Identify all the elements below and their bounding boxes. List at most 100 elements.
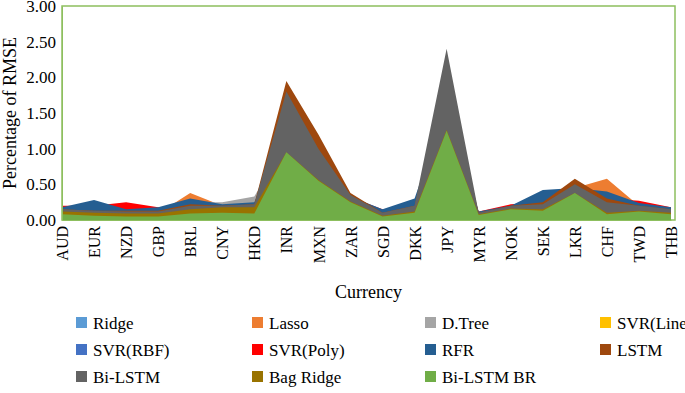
y-tick-label: 2.00 [26, 68, 56, 87]
legend-label: D.Tree [442, 314, 489, 333]
x-tick: DKK [407, 220, 424, 261]
x-tick: AUD [54, 220, 71, 261]
legend-label: Ridge [93, 314, 134, 333]
x-axis: AUD EUR NZD GBP BRL CNY HKD INR MXN ZAR SGD DKK JPY M… [54, 220, 680, 263]
legend-label: Bi-LSTM BR [442, 368, 537, 387]
legend-item: Bi-LSTM BR [425, 368, 537, 387]
y-tick: 3.00 [26, 0, 62, 16]
x-tick-label: INR [278, 226, 295, 254]
x-tick-label: CHF [599, 226, 616, 257]
x-tick-label: NZD [118, 226, 135, 259]
x-tick: GBP [150, 220, 167, 257]
x-axis-line [63, 220, 672, 221]
legend-swatch [600, 344, 611, 355]
y-tick: 2.00 [26, 68, 62, 87]
legend-label: SVR(Linear) [617, 314, 685, 333]
x-tick-label: GBP [150, 226, 167, 257]
y-axis: 0.00 0.50 1.00 1.50 2.00 2.50 3.00 [26, 0, 62, 230]
areas [62, 49, 671, 220]
x-tick-label: SEK [535, 226, 552, 257]
x-tick: LKR [567, 220, 584, 258]
y-tick: 1.00 [26, 140, 62, 159]
x-tick-label: ZAR [343, 226, 360, 258]
x-tick: CHF [599, 220, 616, 257]
y-tick-label: 1.00 [26, 140, 56, 159]
x-tick: SEK [535, 220, 552, 256]
legend-label: SVR(RBF) [93, 341, 170, 360]
x-tick-label: LKR [567, 226, 584, 258]
plot-frame [62, 6, 675, 220]
legend-swatch [425, 344, 436, 355]
x-tick-label: CNY [214, 226, 231, 260]
legend-item: Bi-LSTM [76, 368, 160, 387]
y-tick: 2.50 [26, 33, 62, 52]
x-tick: CNY [214, 220, 231, 260]
legend-item: LSTM [600, 341, 662, 360]
legend-label: Bi-LSTM [93, 368, 160, 387]
x-tick: MXN [311, 220, 328, 263]
x-tick-label: JPY [439, 226, 456, 253]
x-tick: TWD [631, 220, 648, 262]
legend-label: RFR [442, 341, 475, 360]
legend-item: Ridge [76, 314, 134, 333]
x-tick: EUR [86, 220, 103, 258]
area-series [62, 49, 671, 220]
legend-label: SVR(Poly) [269, 341, 345, 360]
chart: 0.00 0.50 1.00 1.50 2.00 2.50 3.00 AUD EUR NZD GBP… [0, 0, 685, 393]
legend-swatch [425, 317, 436, 328]
legend-item: SVR(RBF) [76, 341, 170, 360]
x-tick-label: SGD [375, 226, 392, 258]
x-tick-label: HKD [246, 226, 263, 261]
x-tick-label: AUD [54, 226, 71, 261]
y-tick: 1.50 [26, 104, 62, 123]
legend-label: LSTM [617, 341, 662, 360]
x-tick-label: MYR [471, 226, 488, 263]
legend: Ridge Lasso D.Tree SVR(Linear) SVR(RBF) SVR(P… [76, 314, 685, 387]
y-axis-line [62, 7, 63, 221]
area-series [62, 131, 671, 220]
legend-item: SVR(Poly) [252, 341, 345, 360]
x-tick: SGD [375, 220, 392, 258]
x-tick: INR [278, 220, 295, 254]
legend-label: Lasso [269, 314, 309, 333]
x-tick: MYR [471, 220, 488, 262]
legend-item: Bag Ridge [252, 368, 341, 387]
x-tick-label: TWD [631, 226, 648, 262]
x-axis-title: Currency [335, 282, 402, 302]
x-tick: NZD [118, 220, 135, 259]
legend-swatch [600, 317, 611, 328]
legend-swatch [76, 371, 87, 382]
x-tick: HKD [246, 220, 263, 261]
legend-item: SVR(Linear) [600, 314, 685, 333]
legend-label: Bag Ridge [269, 368, 341, 387]
y-tick-label: 1.50 [26, 104, 56, 123]
legend-swatch [252, 317, 263, 328]
x-tick-label: NOK [503, 226, 520, 261]
x-tick: NOK [503, 220, 520, 261]
x-tick-label: THB [663, 226, 680, 258]
y-tick-label: 3.00 [26, 0, 56, 16]
x-tick: THB [663, 220, 680, 258]
x-tick: BRL [182, 220, 199, 257]
y-tick-label: 0.00 [26, 211, 56, 230]
legend-swatch [76, 344, 87, 355]
legend-item: Lasso [252, 314, 309, 333]
legend-swatch [252, 344, 263, 355]
legend-item: RFR [425, 341, 475, 360]
area-series [62, 130, 671, 220]
y-tick-label: 2.50 [26, 33, 56, 52]
y-tick: 0.50 [26, 175, 62, 194]
y-tick-label: 0.50 [26, 175, 56, 194]
legend-swatch [425, 371, 436, 382]
legend-item: D.Tree [425, 314, 489, 333]
y-axis-title: Percentage of RMSE [0, 37, 20, 189]
legend-swatch [76, 317, 87, 328]
area-series [62, 77, 671, 220]
x-tick-label: DKK [407, 226, 424, 261]
legend-swatch [252, 371, 263, 382]
x-tick: JPY [439, 220, 456, 253]
x-tick-label: BRL [182, 226, 199, 257]
x-tick: ZAR [343, 220, 360, 258]
x-tick-label: EUR [86, 226, 103, 258]
x-tick-label: MXN [311, 226, 328, 264]
